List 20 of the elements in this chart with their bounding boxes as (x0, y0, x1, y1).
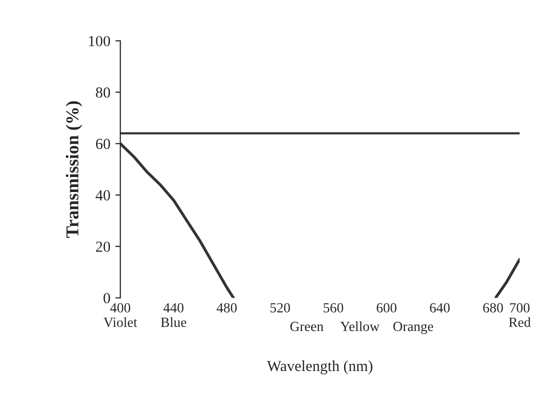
x-axis-title: Wavelength (nm) (266, 360, 372, 374)
x-tick-label: 640 (430, 303, 450, 312)
x-tick-label: 700 Red (508, 303, 531, 327)
text: Yellow (340, 321, 380, 332)
y-tick-label: 0 (104, 292, 110, 304)
text: Green (290, 322, 324, 332)
y-tick-label: 100 (89, 36, 110, 46)
x-tick-label: 400 Violet (104, 303, 138, 328)
x-tick-label: 480 (216, 303, 237, 312)
x-tick-label: 520 (270, 303, 290, 312)
y-axis-title: Transmission (%) (66, 101, 82, 238)
y-tick-label: 40 (96, 190, 110, 200)
x-tick-label: 600 (376, 303, 396, 312)
x-tick-label: 680 (483, 303, 503, 312)
x-tick-label: 560 (324, 303, 344, 312)
y-tick-label: 20 (96, 242, 110, 252)
y-tick-label: 80 (96, 87, 110, 98)
y-tick-label: 60 (96, 138, 110, 150)
text: Orange (393, 322, 434, 334)
x-tick-label: 440 Blue (160, 303, 186, 327)
